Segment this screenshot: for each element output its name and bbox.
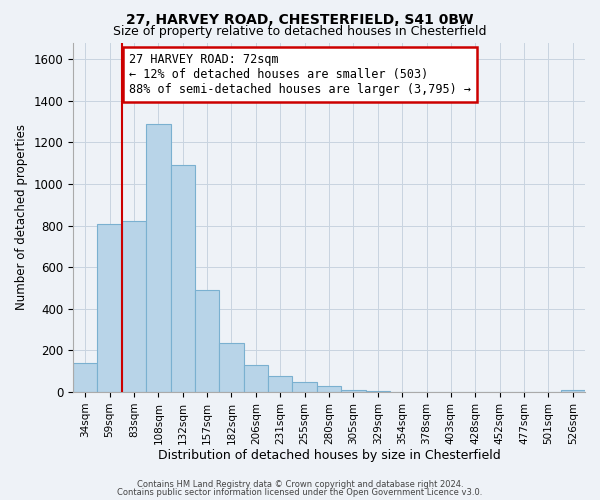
Bar (122, 222, 146, 392)
X-axis label: Distribution of detached houses by size in Chesterfield: Distribution of detached houses by size … (158, 450, 500, 462)
Text: 27, HARVEY ROAD, CHESTERFIELD, S41 0BW: 27, HARVEY ROAD, CHESTERFIELD, S41 0BW (126, 12, 474, 26)
Bar (365, 391, 390, 392)
Text: Contains public sector information licensed under the Open Government Licence v3: Contains public sector information licen… (118, 488, 482, 497)
Bar (220, 343, 244, 392)
Text: Size of property relative to detached houses in Chesterfield: Size of property relative to detached ho… (113, 25, 487, 38)
Bar (195, 290, 220, 392)
Bar (292, 382, 317, 392)
Text: 27 HARVEY ROAD: 72sqm
← 12% of detached houses are smaller (503)
88% of semi-det: 27 HARVEY ROAD: 72sqm ← 12% of detached … (129, 53, 471, 96)
Y-axis label: Number of detached properties: Number of detached properties (15, 124, 28, 310)
Bar (317, 386, 341, 392)
Bar (560, 390, 585, 392)
Bar (244, 365, 268, 392)
Bar (268, 376, 292, 392)
Bar (146, 124, 170, 392)
Bar (341, 390, 365, 392)
Bar (73, 363, 97, 392)
Bar (97, 224, 122, 392)
Text: Contains HM Land Registry data © Crown copyright and database right 2024.: Contains HM Land Registry data © Crown c… (137, 480, 463, 489)
Bar (170, 166, 195, 392)
